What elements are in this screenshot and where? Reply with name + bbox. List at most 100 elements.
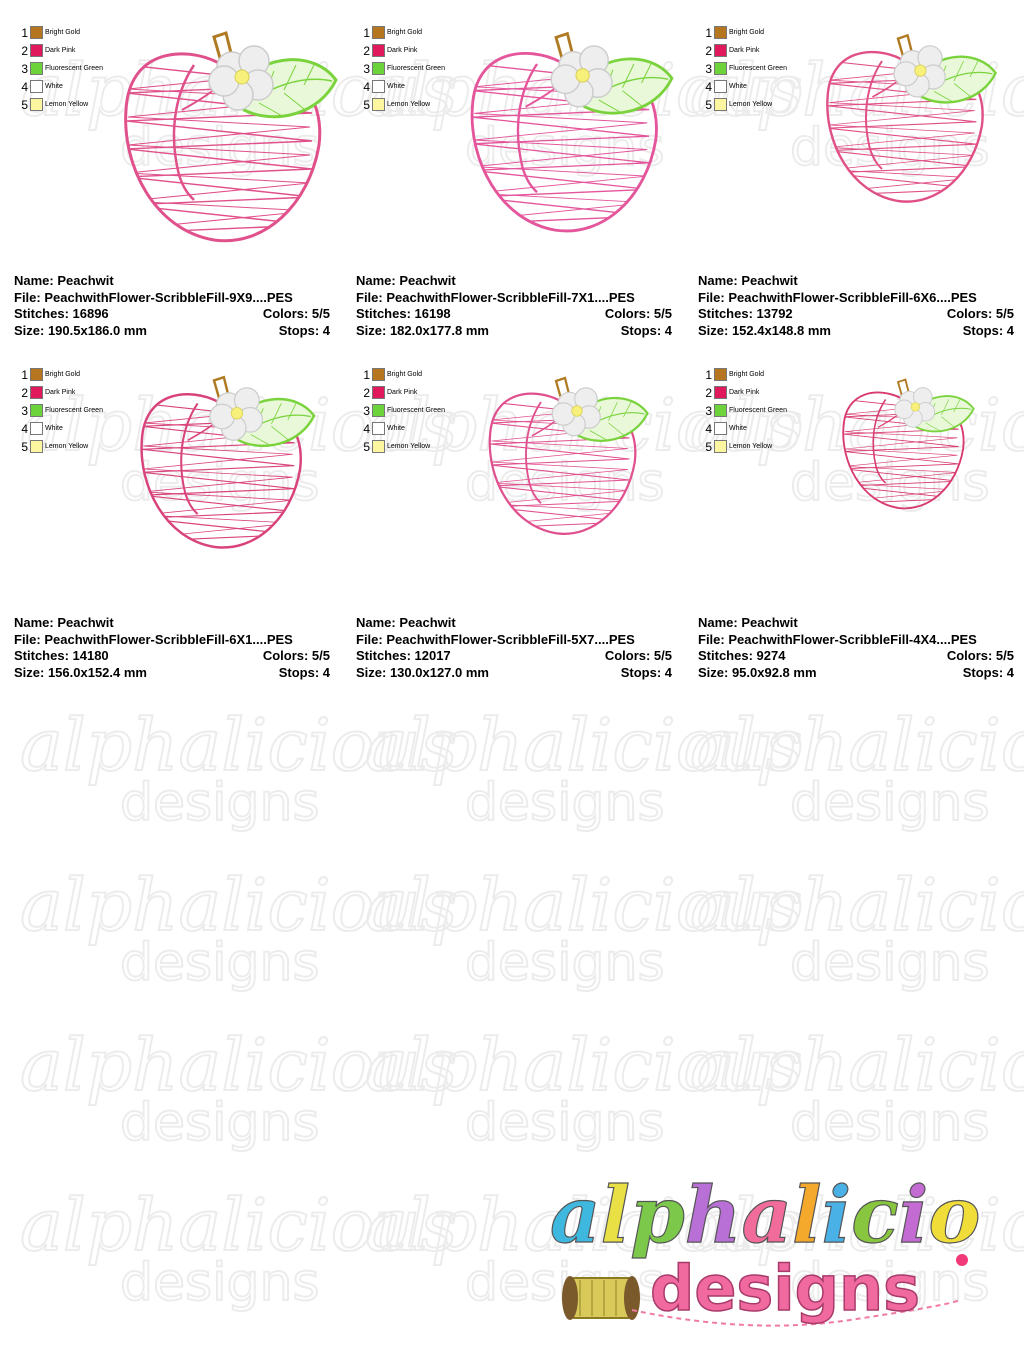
legend-color-name: Fluorescent Green [45, 407, 103, 414]
design-colors: Colors: 5/5 [604, 306, 672, 321]
design-name: Name: Peachwit [14, 273, 114, 288]
design-preview [114, 367, 344, 607]
legend-color-name: Lemon Yellow [45, 101, 89, 108]
watermark-text-designs: designs [790, 933, 990, 993]
legend-row: 1 Bright Gold [360, 25, 470, 43]
watermark-text-designs: designs [120, 933, 320, 993]
legend-number: 2 [21, 44, 28, 58]
watermark-text: alphalicious [20, 703, 457, 787]
design-card: 1 Bright Gold 2 Dark Pink 3 Fluorescent … [356, 25, 678, 338]
design-colors: Colors: 5/5 [946, 306, 1014, 321]
legend-row: 4 White [702, 79, 812, 97]
legend-row: 3 Fluorescent Green [18, 403, 128, 421]
design-size: Size: 182.0x177.8 mm [356, 322, 489, 338]
flower-icon [550, 45, 613, 108]
legend-number: 1 [705, 368, 712, 382]
watermark-text: alphalicious [365, 703, 802, 787]
flower-icon [209, 387, 263, 441]
design-size: Size: 152.4x148.8 mm [698, 322, 831, 338]
watermark-text-designs: designs [790, 1093, 990, 1153]
design-card: 1 Bright Gold 2 Dark Pink 3 Fluorescent … [14, 367, 336, 680]
flower-icon [551, 387, 601, 437]
color-swatch [30, 386, 43, 399]
watermark-text: alphalicious [20, 863, 457, 947]
color-swatch [714, 422, 727, 435]
watermark-text: alphalicious [20, 1023, 457, 1107]
legend-color-name: Bright Gold [729, 29, 765, 36]
color-swatch [372, 386, 385, 399]
legend-color-name: Dark Pink [729, 389, 760, 396]
peach-design [124, 31, 338, 243]
color-swatch [30, 368, 43, 381]
legend-color-name: Dark Pink [45, 389, 76, 396]
design-stitches: Stitches: 12017 [356, 648, 451, 663]
legend-color-name: Dark Pink [729, 47, 760, 54]
color-swatch [714, 80, 727, 93]
design-info: Name: Peachwit File: PeachwithFlower-Scr… [356, 615, 678, 681]
design-preview [798, 25, 1024, 265]
legend-row: 3 Fluorescent Green [18, 61, 128, 79]
legend-number: 5 [705, 98, 712, 112]
legend-number: 3 [363, 404, 370, 418]
legend-color-name: Lemon Yellow [729, 101, 773, 108]
watermark-text-designs: designs [465, 773, 665, 833]
legend-number: 1 [21, 368, 28, 382]
design-stitches: Stitches: 13792 [698, 306, 793, 321]
legend-row: 4 White [18, 79, 128, 97]
legend-number: 4 [363, 80, 370, 94]
legend-row: 1 Bright Gold [360, 367, 470, 385]
design-file: File: PeachwithFlower-ScribbleFill-4X4..… [698, 631, 977, 647]
design-card: 1 Bright Gold 2 Dark Pink 3 Fluorescent … [698, 367, 1020, 680]
watermark-text-designs: designs [465, 1093, 665, 1153]
legend-color-name: Lemon Yellow [387, 101, 431, 108]
design-file: File: PeachwithFlower-ScribbleFill-6X1..… [14, 631, 293, 647]
legend-number: 1 [363, 368, 370, 382]
design-stitches: Stitches: 9274 [698, 648, 786, 663]
legend-color-name: White [729, 83, 747, 90]
design-file: File: PeachwithFlower-ScribbleFill-6X6..… [698, 289, 977, 305]
design-info: Name: Peachwit File: PeachwithFlower-Scr… [698, 615, 1020, 681]
legend-number: 5 [363, 98, 370, 112]
legend-number: 5 [363, 440, 370, 454]
legend-row: 4 White [360, 79, 470, 97]
legend-row: 1 Bright Gold [702, 25, 812, 43]
design-preview [114, 25, 344, 265]
legend-number: 4 [705, 80, 712, 94]
color-swatch [372, 62, 385, 75]
design-colors: Colors: 5/5 [946, 648, 1014, 663]
design-stitches: Stitches: 14180 [14, 648, 109, 663]
legend-number: 2 [21, 386, 28, 400]
peach-crease [872, 398, 887, 484]
peach-crease [516, 63, 538, 194]
legend-number: 5 [21, 440, 28, 454]
legend-number: 3 [363, 62, 370, 76]
design-stitches: Stitches: 16896 [14, 306, 109, 321]
legend-row: 5 Lemon Yellow [18, 97, 128, 115]
design-preview [456, 367, 686, 607]
legend-number: 2 [705, 44, 712, 58]
legend-color-name: Bright Gold [45, 371, 81, 378]
design-stops: Stops: 4 [278, 664, 330, 680]
legend-row: 3 Fluorescent Green [360, 403, 470, 421]
legend-row: 1 Bright Gold [18, 25, 128, 43]
legend-color-name: Lemon Yellow [45, 443, 89, 450]
legend-color-name: White [387, 425, 405, 432]
design-name: Name: Peachwit [356, 273, 456, 288]
legend-number: 4 [363, 422, 370, 436]
design-stitches: Stitches: 16198 [356, 306, 451, 321]
color-legend: 1 Bright Gold 2 Dark Pink 3 Fluorescent … [18, 25, 128, 115]
peach-crease [180, 402, 199, 515]
color-swatch [30, 404, 43, 417]
peach-crease [525, 401, 542, 504]
legend-number: 2 [705, 386, 712, 400]
legend-row: 5 Lemon Yellow [18, 439, 128, 457]
legend-row: 2 Dark Pink [18, 385, 128, 403]
legend-row: 2 Dark Pink [360, 385, 470, 403]
peach-design [842, 378, 975, 510]
design-name: Name: Peachwit [698, 615, 798, 630]
color-swatch [714, 440, 727, 453]
design-colors: Colors: 5/5 [262, 648, 330, 663]
color-swatch [372, 404, 385, 417]
legend-color-name: Dark Pink [45, 47, 76, 54]
watermark-text: alphalicious [365, 1023, 802, 1107]
